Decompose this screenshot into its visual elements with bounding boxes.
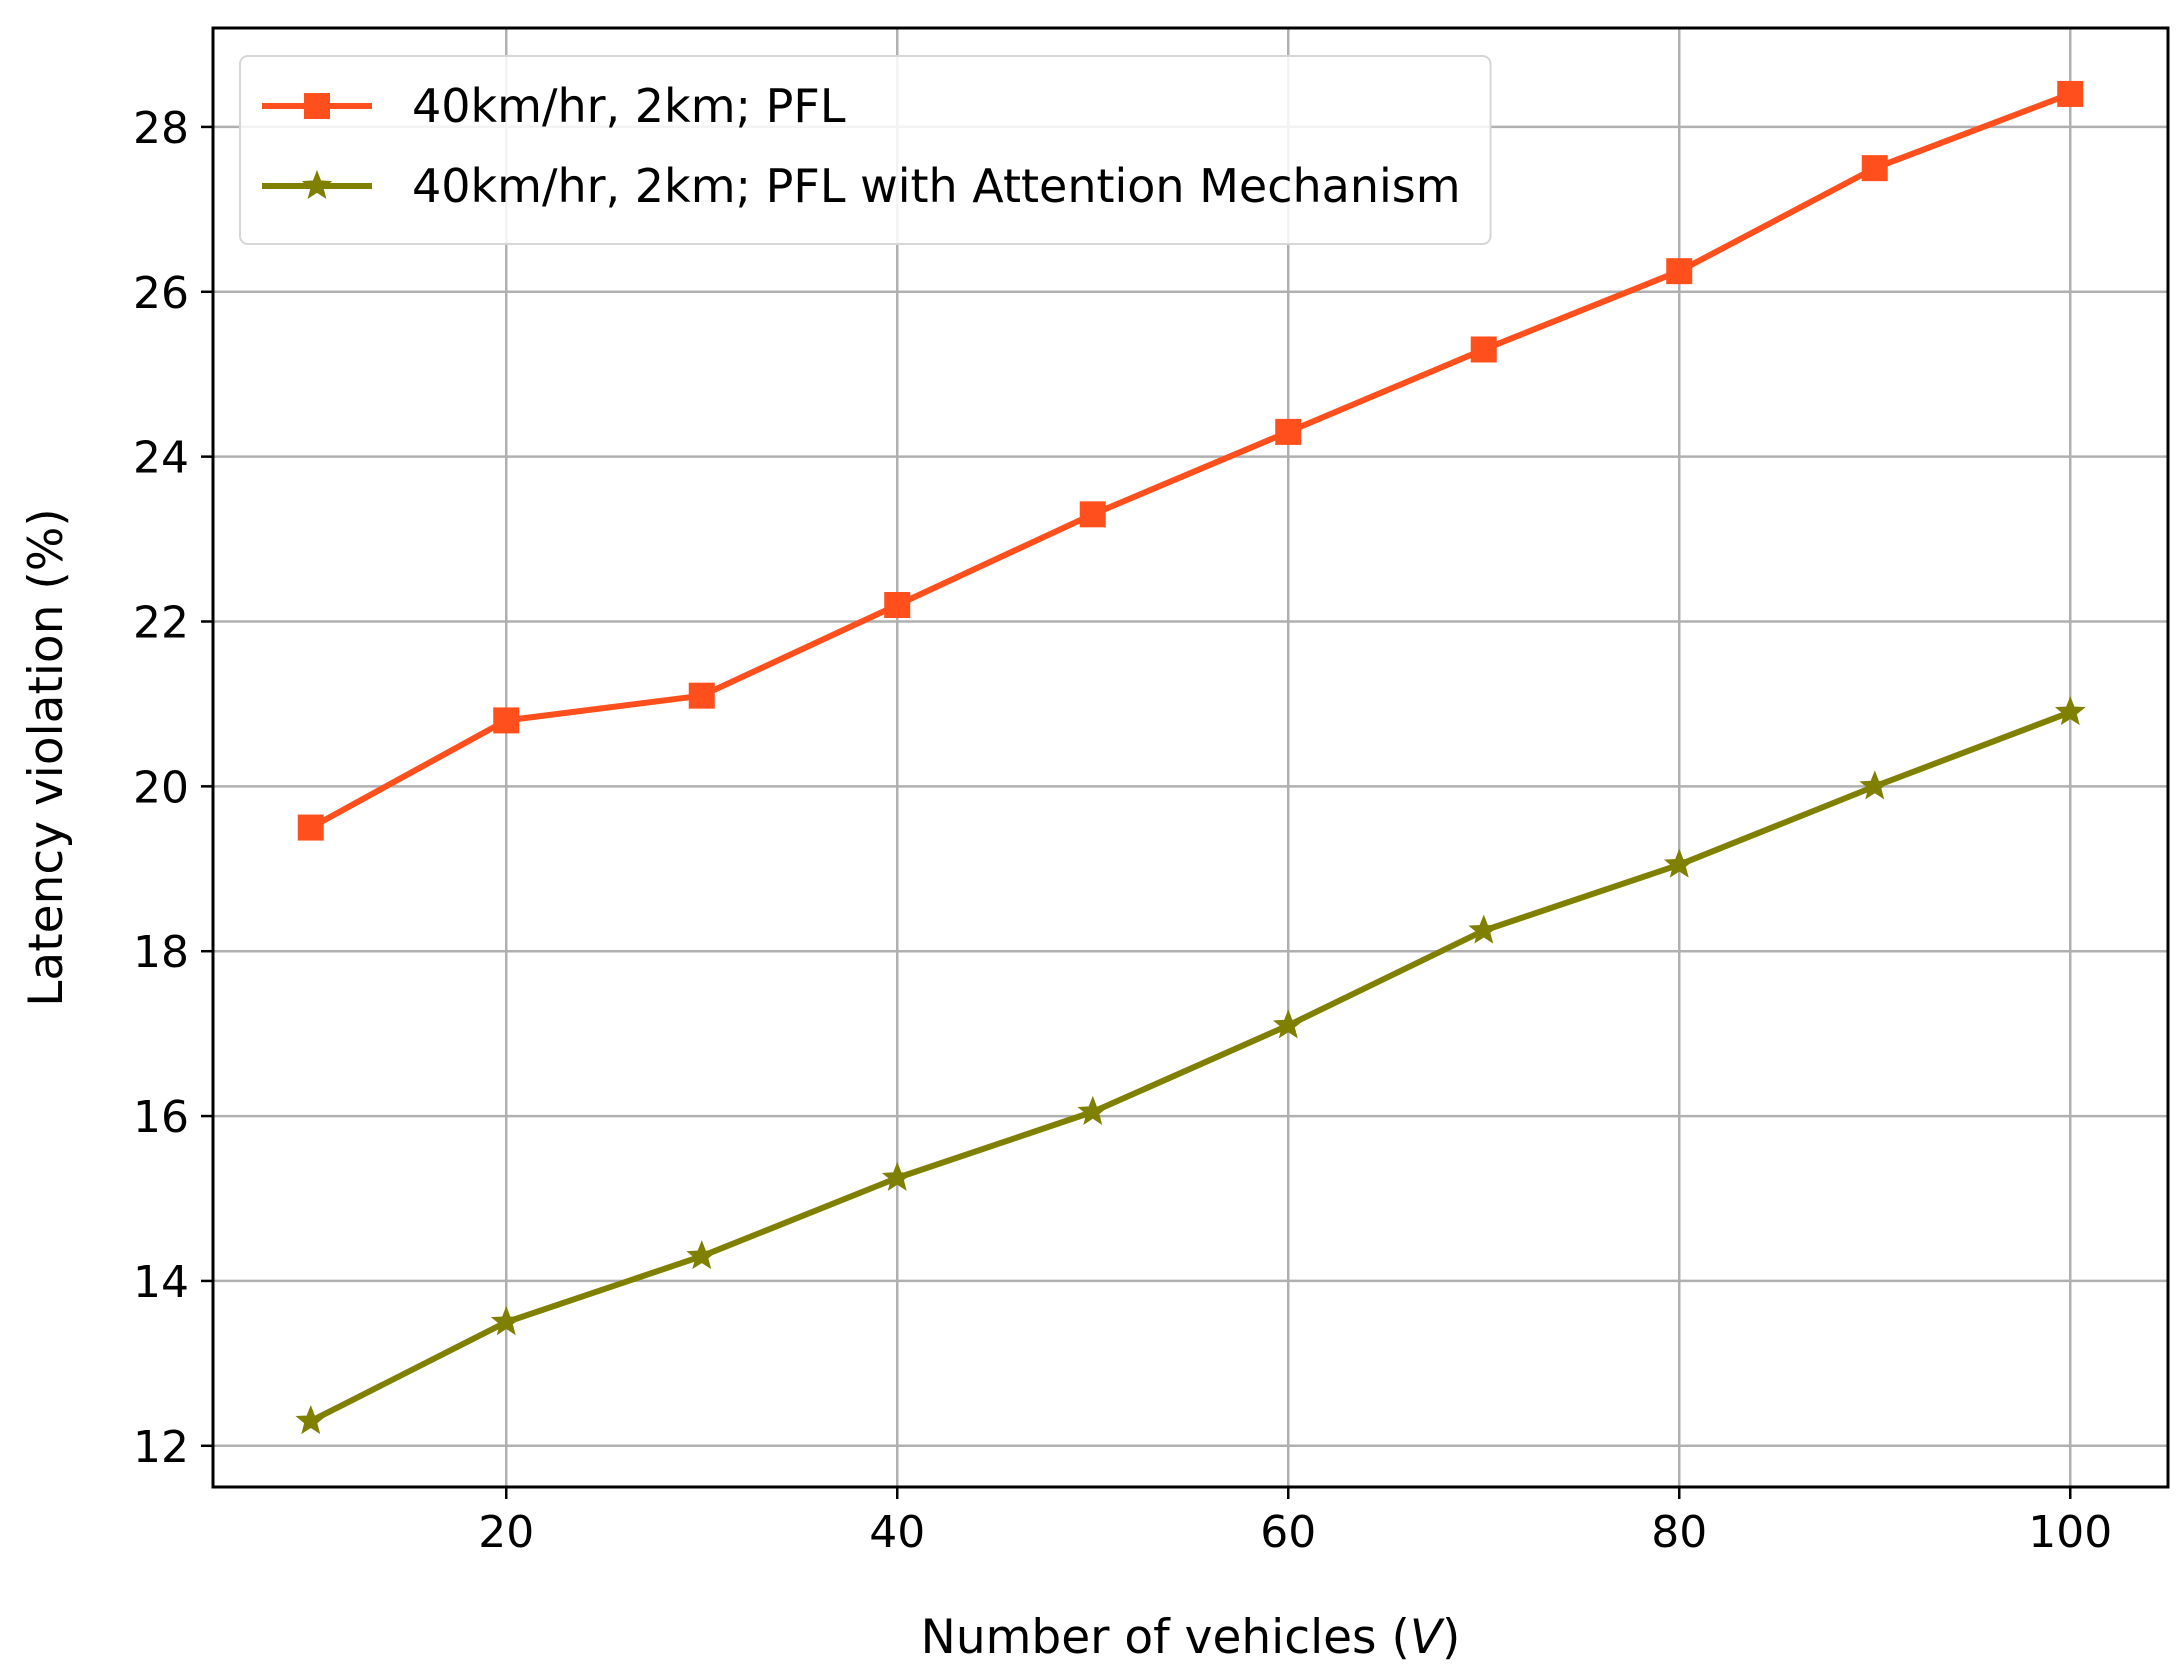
data-point-series-1-x-70 <box>1470 336 1497 363</box>
y-axis-label: Latency violation (%) <box>19 508 74 1007</box>
data-point-series-1-x-10 <box>297 814 324 841</box>
legend-label-2: 40km/hr, 2km; PFL with Attention Mechani… <box>412 159 1461 213</box>
data-point-series-1-x-90 <box>1861 155 1888 182</box>
y-tick-label-16: 16 <box>133 1092 189 1143</box>
data-point-series-2-x-10 <box>295 1405 327 1435</box>
data-point-series-1-x-50 <box>1079 501 1106 528</box>
data-point-series-1-x-80 <box>1666 258 1693 285</box>
legend: 40km/hr, 2km; PFL 40km/hr, 2km; PFL with … <box>239 55 1492 245</box>
y-tick-label-26: 26 <box>133 268 189 319</box>
data-point-series-1-x-20 <box>493 707 520 734</box>
legend-box <box>239 55 1492 245</box>
tick-layer: 20 40 60 80 100 12 14 16 18 20 22 24 26 28 <box>133 103 2112 1558</box>
y-tick-label-20: 20 <box>133 762 189 813</box>
y-tick-label-22: 22 <box>133 597 189 648</box>
legend-entries: 40km/hr, 2km; PFL 40km/hr, 2km; PFL with … <box>262 79 1461 213</box>
data-point-series-2-x-90 <box>1859 770 1891 800</box>
series-2-40km-hr-2km-pfl-with-attention-mechanism <box>295 696 2086 1435</box>
data-point-series-2-x-100 <box>2054 696 2086 726</box>
series-line-2 <box>307 709 2074 1425</box>
series-layer <box>295 80 2086 1435</box>
x-axis-label-text: Number of vehicles ( <box>921 1610 1410 1665</box>
y-tick-label-18: 18 <box>133 927 189 978</box>
x-tick-label-20: 20 <box>478 1507 534 1558</box>
data-point-series-2-x-60 <box>1272 1009 1304 1039</box>
data-point-series-1-x-40 <box>884 592 911 619</box>
data-point-series-2-x-30 <box>686 1240 718 1270</box>
x-axis-label-suffix: ) <box>1442 1610 1460 1665</box>
x-tick-label-80: 80 <box>1651 1507 1707 1558</box>
legend-marker-2 <box>301 169 333 199</box>
legend-label-1: 40km/hr, 2km; PFL <box>412 79 846 133</box>
plot-frame <box>211 26 2170 1489</box>
x-axis-label: Number of vehicles (V) <box>921 1610 1461 1665</box>
data-point-series-2-x-80 <box>1663 848 1695 878</box>
series-line-1 <box>307 90 2074 831</box>
series-1-40km-hr-2km-pfl <box>297 80 2084 841</box>
x-tick-label-60: 60 <box>1260 1507 1316 1558</box>
data-point-series-2-x-70 <box>1468 914 1500 944</box>
data-point-series-1-x-60 <box>1275 418 1302 445</box>
y-tick-label-12: 12 <box>133 1422 189 1473</box>
x-tick-label-100: 100 <box>2028 1507 2112 1558</box>
y-tick-label-14: 14 <box>133 1257 189 1308</box>
x-tick-label-40: 40 <box>869 1507 925 1558</box>
data-point-series-2-x-20 <box>490 1306 522 1336</box>
data-point-series-1-x-100 <box>2057 80 2084 107</box>
legend-marker-1 <box>304 93 330 119</box>
x-axis-label-variable: V <box>1410 1610 1445 1665</box>
legend-entry-1: 40km/hr, 2km; PFL <box>262 79 846 133</box>
y-tick-label-28: 28 <box>133 103 189 154</box>
legend-entry-2: 40km/hr, 2km; PFL with Attention Mechani… <box>262 159 1461 213</box>
y-tick-label-24: 24 <box>133 433 189 484</box>
data-point-series-2-x-40 <box>881 1161 913 1191</box>
data-point-series-2-x-50 <box>1077 1095 1109 1126</box>
data-point-series-1-x-30 <box>688 682 715 709</box>
